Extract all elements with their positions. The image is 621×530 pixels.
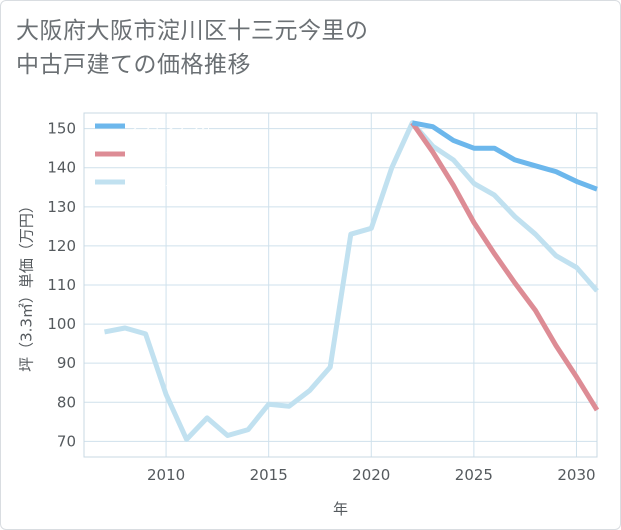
y-tick-label: 120 [47, 237, 76, 255]
series-line-2 [410, 121, 600, 412]
y-tick-label: 80 [57, 393, 76, 411]
x-tick-labels: 2010 2015 2020 2025 2030 [147, 466, 596, 484]
plot-border [83, 112, 598, 458]
chart-title: 大阪府大阪市淀川区十三元今里の 中古戸建ての価格推移 [16, 14, 369, 82]
legend-label: グッドシナリオ [129, 119, 213, 133]
y-tick-label: 70 [57, 432, 76, 450]
x-tick-label: 2020 [352, 466, 390, 484]
y-tick-label: 150 [47, 120, 76, 138]
series-lines [104, 120, 600, 442]
y-tick-label: 90 [57, 354, 76, 372]
legend-label: バッドシナリオ [129, 147, 213, 161]
chart-title-line-1: 大阪府大阪市淀川区十三元今里の [16, 18, 369, 44]
chart-title-line-2: 中古戸建ての価格推移 [16, 52, 251, 78]
series-line-3 [104, 120, 599, 442]
y-tick-label: 110 [47, 276, 76, 294]
x-tick-label: 2015 [250, 466, 288, 484]
y-axis-label: 坪（3.3㎡）単価（万円） [18, 198, 36, 372]
series-line-1 [411, 120, 598, 192]
x-tick-label: 2030 [557, 466, 595, 484]
legend-label: ノーマルシナリオ [129, 175, 225, 189]
x-axis-label: 年 [333, 500, 348, 518]
y-tick-label: 130 [47, 198, 76, 216]
x-tick-label: 2025 [455, 466, 493, 484]
y-tick-labels: 70 80 90 100 110 120 130 140 150 [47, 120, 76, 451]
y-tick-label: 140 [47, 159, 76, 177]
x-tick-label: 2010 [147, 466, 185, 484]
y-tick-label: 100 [47, 315, 76, 333]
